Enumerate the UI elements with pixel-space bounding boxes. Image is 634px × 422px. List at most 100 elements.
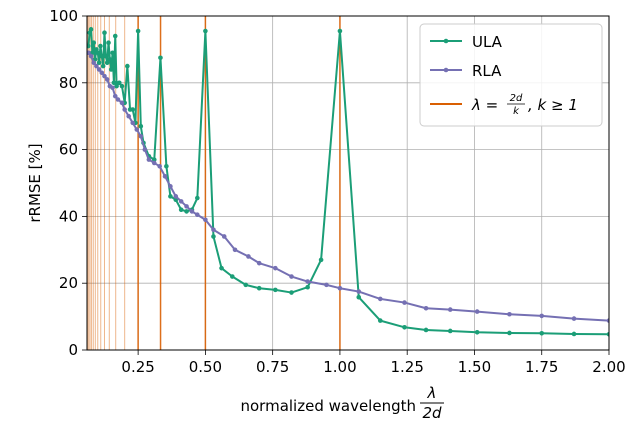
ula-point [98, 43, 103, 49]
rla-point [474, 309, 480, 314]
ula-point [88, 27, 94, 32]
y-tick-label: 40 [59, 207, 78, 225]
rla-point [130, 120, 136, 126]
ula-point [114, 83, 119, 89]
legend-vline-denominator: k [513, 106, 520, 117]
y-tick-label: 0 [68, 341, 78, 359]
ula-point [178, 207, 184, 213]
ula-point [102, 30, 107, 35]
rla-point [289, 274, 294, 279]
rla-point [96, 67, 102, 72]
rla-point [126, 113, 132, 119]
rla-point [102, 73, 107, 79]
ula-point [256, 285, 262, 291]
rla-point [539, 313, 545, 319]
rla-point [115, 97, 121, 102]
ula-point [423, 327, 429, 333]
rla-point [122, 107, 127, 112]
x-tick-label: 1.25 [390, 358, 423, 376]
ula-point [103, 53, 109, 59]
ula-point [125, 63, 130, 69]
rla-point [507, 311, 512, 317]
x-tick-label: 1.75 [525, 358, 558, 376]
y-axis-label: rRMSE [%] [26, 143, 44, 222]
x-tick-label: 0.75 [256, 358, 289, 376]
ula-point [108, 67, 114, 72]
series-group [87, 27, 609, 337]
y-tick-label: 100 [49, 7, 78, 25]
ula-point [203, 28, 208, 34]
rla-point [377, 296, 383, 302]
rla-point [203, 217, 208, 223]
legend-vline-numerator: 2d [510, 93, 523, 104]
legend-box [419, 23, 603, 127]
rla-point [195, 212, 200, 218]
plot-frame [86, 15, 610, 351]
rla-point [119, 100, 125, 106]
rla-point [146, 157, 152, 162]
rla-point [402, 300, 407, 305]
ula-point [168, 194, 173, 199]
rla-point [178, 199, 184, 204]
rla-point [87, 50, 91, 56]
rla-point [273, 265, 278, 271]
ula-point [130, 107, 136, 112]
ula-point [356, 294, 362, 300]
ula-point [95, 50, 101, 56]
ula-point [377, 318, 383, 323]
legend-ula-label: ULA [472, 33, 503, 51]
series-rla [87, 50, 609, 323]
legend-vline-suffix: , k ≥ 1 [528, 96, 578, 114]
rla-point [162, 174, 168, 179]
ula-point [606, 332, 609, 337]
ula-point [111, 80, 117, 86]
x-axis-label-denominator: 2d [422, 404, 442, 422]
x-tick-label: 0.25 [121, 358, 154, 376]
rla-point [184, 204, 189, 209]
ula-point [571, 331, 577, 337]
legend-rla-marker [443, 67, 449, 73]
rla-point [305, 279, 310, 284]
ula-point [305, 284, 310, 290]
rla-point [447, 307, 453, 312]
ula-point [539, 331, 545, 336]
ula-point [273, 287, 278, 293]
ula-point [402, 324, 407, 330]
rla-point [91, 60, 97, 66]
ula-point [99, 53, 105, 59]
rla-point [88, 53, 94, 59]
rla-point [246, 254, 251, 259]
ula-point [110, 50, 115, 56]
ula-point [107, 57, 113, 62]
x-axis-ticks: 0.25 0.50 0.75 1.00 1.25 1.50 1.75 2.00 [121, 350, 626, 376]
rla-point [324, 282, 329, 288]
rla-point [99, 70, 105, 76]
legend-entry-ula: ULA [430, 33, 503, 51]
ula-point [100, 63, 106, 69]
rla-point [138, 133, 144, 139]
ula-point [219, 265, 224, 271]
ula-point [119, 83, 125, 89]
ula-point [116, 80, 122, 86]
rla-point [94, 63, 99, 69]
ula-point [91, 40, 97, 46]
rla-point [142, 147, 148, 152]
rla-point [151, 160, 157, 166]
ula-point [243, 282, 249, 288]
rla-point [110, 85, 115, 91]
ula-point [158, 55, 163, 61]
rla-point [256, 260, 262, 266]
ula-point [184, 209, 189, 214]
rla-point [134, 127, 140, 132]
ula-point [211, 234, 216, 239]
x-axis-label: normalized wavelength λ 2d [241, 384, 444, 422]
y-tick-label: 20 [59, 274, 78, 292]
ula-point [96, 60, 102, 66]
ula-point [164, 164, 169, 169]
rla-point [104, 77, 110, 82]
legend-rla-label: RLA [472, 62, 502, 80]
ula-point [289, 290, 294, 295]
x-tick-label: 1.50 [458, 358, 491, 376]
ula-point [474, 329, 480, 335]
